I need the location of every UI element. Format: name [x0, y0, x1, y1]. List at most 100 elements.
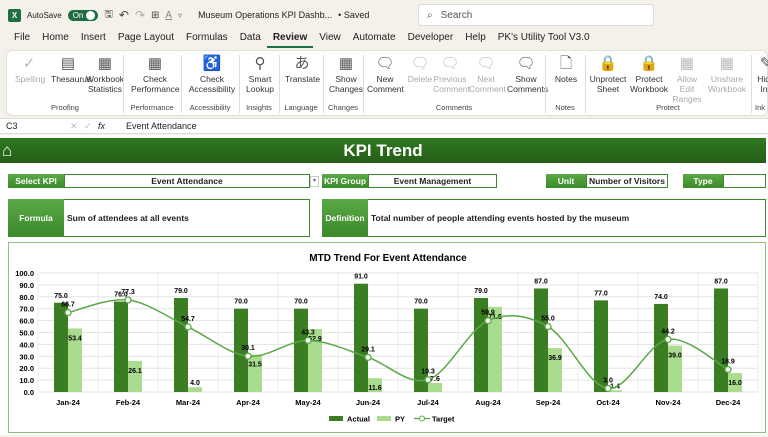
enter-icon[interactable]: ✓ — [84, 120, 92, 131]
formula-label: Formula — [8, 199, 64, 237]
py-data-label: 7.6 — [430, 376, 440, 383]
definition-label: Definition — [322, 199, 368, 237]
previous-comment-button[interactable]: 🗨 Previous Comment — [433, 54, 470, 94]
performance-icon: ▦ — [147, 55, 163, 72]
tab-developer[interactable]: Developer — [407, 32, 454, 43]
x-tick-label: Dec-24 — [716, 398, 741, 407]
new-comment-button[interactable]: 🗨 New Comment — [367, 54, 404, 94]
save-icon[interactable]: 🖫 — [104, 8, 113, 20]
allow-edit-icon: ▦ — [679, 55, 695, 72]
translate-button[interactable]: あ Translate — [285, 54, 320, 84]
redo-icon[interactable]: ↷ — [134, 8, 146, 22]
statistics-icon: ▦ — [97, 55, 113, 72]
actual-data-label: 87.0 — [534, 278, 548, 285]
font-color-icon[interactable]: A — [165, 9, 173, 21]
title-bar: X AutoSave On 🖫 ↶ ↷ ⊞ A ▿ Museum Operati… — [0, 0, 768, 30]
spelling-button[interactable]: ✓ Spelling — [15, 54, 45, 84]
accessibility-button[interactable]: ♿ Check Accessibility — [185, 54, 239, 94]
function-icon[interactable]: fx — [98, 121, 106, 131]
button-label: Show Changes — [329, 74, 364, 94]
statistics-button[interactable]: ▦ Workbook Statistics — [85, 54, 125, 94]
tab-insert[interactable]: Insert — [80, 32, 106, 43]
actual-data-label: 70.0 — [234, 299, 248, 306]
next-comment-button[interactable]: 🗨 Next Comment — [469, 54, 506, 94]
button-label: Previous Comment — [433, 74, 470, 94]
customize-icon[interactable]: ▿ — [178, 10, 183, 20]
unshare-button[interactable]: ▦ Unshare Workbook — [707, 54, 747, 94]
changes-button[interactable]: ▦ Show Changes — [329, 54, 363, 94]
protect-workbook-icon: 🔒 — [639, 55, 659, 72]
tab-file[interactable]: File — [14, 32, 31, 43]
x-tick-label: Sep-24 — [536, 398, 561, 407]
delete-comment-button[interactable]: 🗨 Delete — [407, 54, 433, 84]
ink-icon: ✎ — [759, 55, 768, 72]
thesaurus-button[interactable]: ▤ Thesaurus — [51, 54, 91, 84]
target-point — [544, 322, 552, 331]
dropdown-arrow-icon[interactable]: ▾ — [310, 176, 319, 187]
show-comments-button[interactable]: 🗨 Show Comments — [507, 54, 548, 94]
tab-automate[interactable]: Automate — [352, 32, 396, 43]
legend-label-target: Target — [432, 415, 455, 424]
tab-pk-s-utility-tool-v3-0[interactable]: PK's Utility Tool V3.0 — [497, 32, 590, 43]
formula-value[interactable]: Event Attendance — [126, 121, 197, 131]
autosave-toggle[interactable]: On — [67, 9, 99, 21]
actual-bar — [534, 288, 548, 392]
button-label: Allow Edit Ranges — [672, 74, 702, 104]
protect-workbook-button[interactable]: 🔒 Protect Workbook — [629, 54, 669, 94]
cancel-icon[interactable]: ✕ — [70, 120, 78, 131]
target-point — [184, 323, 192, 331]
notes-button[interactable]: 🗋 Notes — [551, 54, 581, 84]
py-data-label: 16.0 — [728, 380, 742, 387]
performance-button[interactable]: ▦ Check Performance — [131, 54, 180, 94]
target-data-label: 29.1 — [361, 346, 375, 353]
py-bar — [548, 348, 562, 392]
target-point — [604, 384, 612, 393]
target-data-label: 55.0 — [541, 316, 555, 323]
tab-view[interactable]: View — [319, 32, 341, 43]
search-box[interactable]: ⌕ Search — [418, 4, 654, 26]
py-bar — [248, 354, 262, 392]
group-label-performance: Performance — [130, 103, 174, 112]
unprotect-sheet-button[interactable]: 🔒 Unprotect Sheet — [589, 54, 627, 94]
button-label: Next Comment — [469, 74, 506, 94]
chart-container[interactable]: MTD Trend For Event Attendance 0.0 10.0 20… — [8, 242, 766, 433]
undo-icon[interactable]: ↶ — [118, 8, 129, 22]
group-divider — [323, 55, 324, 113]
tab-home[interactable]: Home — [42, 32, 69, 43]
group-divider — [181, 55, 182, 113]
target-point — [364, 353, 372, 362]
autosave-label: AutoSave — [27, 10, 62, 20]
button-label: Workbook Statistics — [85, 74, 125, 94]
y-tick-label: 30.0 — [19, 352, 34, 361]
tab-review[interactable]: Review — [266, 32, 314, 48]
group-label-proofing: Proofing — [51, 103, 79, 112]
group-label-insights: Insights — [246, 103, 272, 112]
actual-data-label: 76.0 — [114, 292, 128, 299]
actual-bar — [294, 308, 308, 392]
saved-status[interactable]: • Saved — [338, 10, 370, 20]
file-name: Museum Operations KPI Dashb... — [198, 10, 333, 20]
x-tick-label: Jun-24 — [356, 398, 381, 407]
type-value — [723, 174, 766, 188]
button-label: Unshare Workbook — [707, 74, 747, 94]
definition-box — [322, 199, 766, 237]
select-kpi-dropdown[interactable]: Event Attendance — [64, 174, 310, 188]
tab-help[interactable]: Help — [465, 32, 486, 43]
lookup-button[interactable]: ⚲ Smart Lookup — [243, 54, 277, 94]
target-data-label: 77.3 — [121, 289, 135, 296]
tab-page-layout[interactable]: Page Layout — [117, 32, 174, 43]
ink-button[interactable]: ✎ Hide Ink — [751, 54, 768, 94]
button-label: Hide Ink — [757, 74, 768, 94]
name-box[interactable]: C3 — [6, 121, 18, 131]
dashboard-banner: ⌂ KPI Trend — [0, 138, 766, 163]
tab-data[interactable]: Data — [239, 32, 261, 43]
trend-chart: MTD Trend For Event Attendance 0.0 10.0 20… — [15, 253, 759, 424]
tab-formulas[interactable]: Formulas — [186, 32, 228, 43]
legend-swatch-actual — [329, 416, 343, 421]
home-icon[interactable]: ⌂ — [2, 141, 13, 160]
thesaurus-icon: ▤ — [60, 55, 76, 72]
borders-icon[interactable]: ⊞ — [151, 9, 160, 21]
translate-icon: あ — [294, 55, 310, 72]
allow-edit-button[interactable]: ▦ Allow Edit Ranges — [669, 54, 705, 104]
target-data-label: 54.7 — [181, 316, 195, 323]
